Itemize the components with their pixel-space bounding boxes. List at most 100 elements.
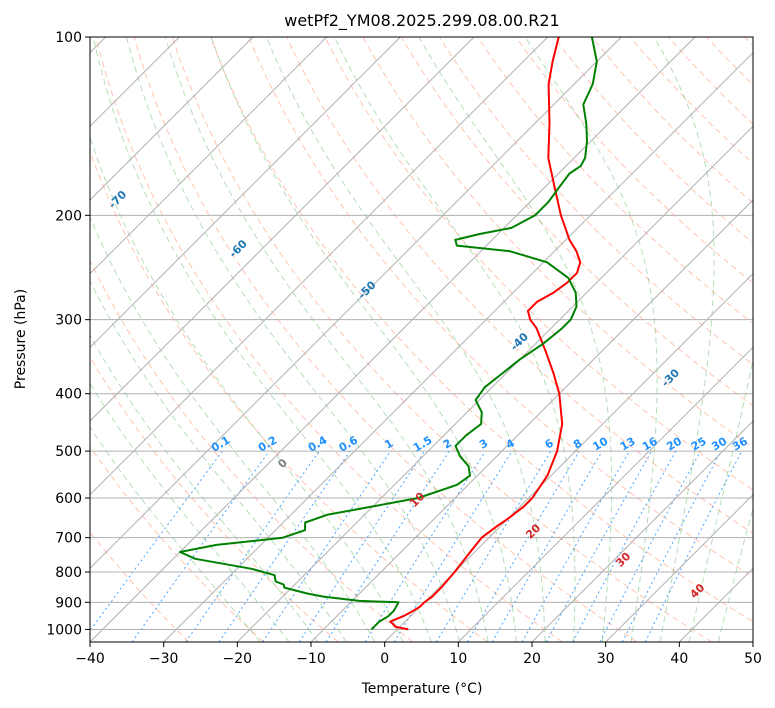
isotherm-line [531, 420, 753, 642]
mixing-ratio-line [393, 450, 513, 642]
moist-adiabat-label: 20 [523, 521, 543, 541]
moist-adiabat-line [653, 37, 715, 642]
dry-adiabat-line [90, 259, 414, 642]
isotherm-line [752, 641, 753, 642]
grid-layer [90, 37, 753, 642]
y-tick-label: 1000 [46, 622, 82, 638]
mixing-ratio-label: 6 [543, 436, 556, 451]
mixing-ratio-line [545, 450, 653, 642]
chart-title: wetPf2_YM08.2025.299.08.00.R21 [284, 11, 559, 31]
x-tick-label: 0 [380, 651, 389, 667]
isotherm-line [384, 272, 753, 642]
temperature-line [389, 37, 582, 631]
x-tick-label: −30 [149, 651, 179, 667]
dry-adiabat-line [90, 150, 488, 642]
dry-adiabat-label: -70 [106, 188, 129, 211]
y-tick-label: 300 [55, 313, 82, 329]
isotherm-line [163, 51, 753, 642]
isotherm-line [310, 199, 753, 642]
mixing-ratio-line [325, 450, 450, 642]
y-axis-label: Pressure (hPa) [13, 289, 29, 389]
moist-adiabat-label: 0 [275, 456, 290, 471]
isotherm-line [457, 346, 753, 642]
x-tick-label: 40 [670, 651, 688, 667]
mixing-ratio-line [491, 450, 603, 642]
moist-adiabat-line [164, 37, 489, 642]
dry-adiabat-label: -30 [659, 366, 682, 389]
x-tick-label: 10 [449, 651, 467, 667]
x-tick-label: 30 [597, 651, 615, 667]
y-tick-label: 700 [55, 531, 82, 547]
mixing-ratio-line [435, 450, 552, 642]
mixing-ratio-line [298, 450, 425, 642]
moist-adiabat-line [126, 37, 461, 642]
moist-adiabat-line [418, 37, 613, 642]
moist-adiabat-line [210, 37, 517, 642]
mixing-ratio-line [521, 450, 630, 642]
isotherm-line [90, 37, 696, 642]
moist-adiabat-line [688, 358, 753, 642]
dry-adiabat-line [591, 37, 753, 204]
moist-adiabat-line [333, 37, 576, 642]
moist-adiabat-line [90, 382, 290, 642]
dry-adiabat-line [629, 37, 753, 165]
y-tick-label: 400 [55, 387, 82, 403]
mixing-ratio-line [644, 450, 743, 642]
isotherm-line [90, 37, 475, 422]
moist-adiabat-line [524, 37, 658, 642]
x-axis: −40 −30 −20 −10 0 10 20 30 40 50 [75, 642, 762, 667]
mixing-ratio-label: 3 [477, 437, 490, 452]
moist-adiabat-line [90, 426, 261, 642]
isotherm-line [678, 567, 753, 642]
isotherm-line [90, 37, 549, 496]
dry-adiabat-line [90, 445, 264, 642]
y-tick-label: 600 [55, 491, 82, 507]
y-tick-label: 200 [55, 208, 82, 224]
isotherm-line [605, 493, 753, 642]
isotherm-line [236, 125, 753, 642]
x-tick-label: −20 [223, 651, 253, 667]
plot-frame [89, 36, 754, 643]
series-layer [179, 37, 598, 631]
mixing-ratio-line [599, 450, 701, 642]
dry-adiabat-label: -60 [227, 237, 250, 260]
dry-adiabat-label: -40 [508, 330, 531, 353]
moist-adiabat-line [90, 135, 404, 642]
dry-adiabat-line [515, 37, 753, 284]
dry-adiabat-line [210, 37, 753, 623]
dry-adiabat-line [133, 37, 638, 642]
dry-adiabat-line [95, 37, 563, 642]
mixing-ratio-label: 4 [504, 436, 517, 451]
isotherm-line [90, 37, 254, 201]
moist-adiabat-line [90, 215, 376, 642]
x-tick-label: −10 [296, 651, 326, 667]
dry-adiabat-line [171, 37, 712, 642]
y-tick-label: 500 [55, 444, 82, 460]
y-tick-label: 900 [55, 595, 82, 611]
moist-adiabat-label: 40 [687, 581, 707, 601]
dewpoint-line [179, 37, 598, 631]
mixing-ratio-line [467, 450, 580, 642]
moist-adiabat-line [92, 37, 432, 642]
moist-adiabat-line [90, 334, 319, 642]
isotherm-line [90, 37, 401, 349]
y-tick-label: 800 [55, 565, 82, 581]
mixing-ratio-label: 2 [441, 437, 454, 452]
mixing-ratio-line [218, 450, 351, 642]
mixing-ratio-line [262, 450, 392, 642]
x-tick-label: −40 [75, 651, 105, 667]
dry-adiabat-label: -80 [3, 152, 26, 175]
moist-adiabat-line [717, 506, 753, 642]
moist-adiabat-label: 30 [613, 549, 633, 569]
x-axis-label: Temperature (°C) [361, 681, 483, 697]
mixing-ratio-line [185, 450, 320, 642]
x-tick-label: 20 [523, 651, 541, 667]
dry-adiabat-line [248, 37, 753, 578]
x-tick-label: 50 [744, 651, 762, 667]
dry-adiabat-line [400, 37, 753, 407]
dry-adiabat-line [668, 37, 753, 125]
dry-adiabat-label: -50 [355, 278, 378, 301]
mixing-ratio-line [572, 450, 677, 642]
dry-adiabat-line [706, 37, 753, 86]
